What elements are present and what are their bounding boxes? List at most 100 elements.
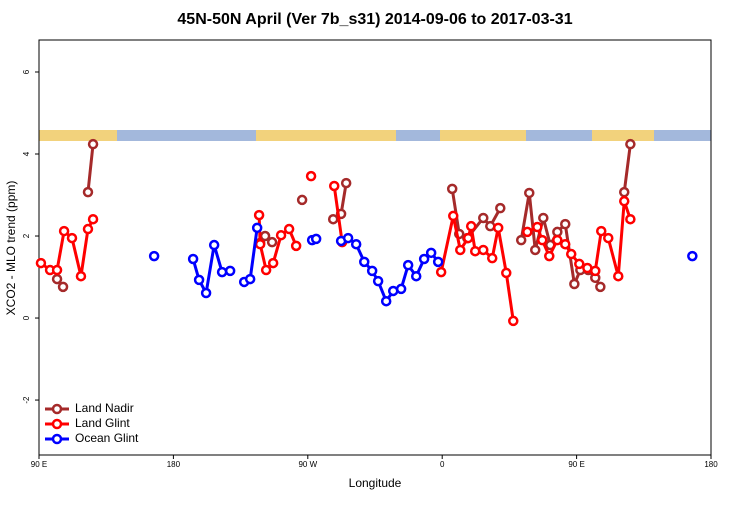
point <box>66 232 78 244</box>
point <box>560 238 571 250</box>
point <box>290 240 302 252</box>
legend-marker <box>51 403 63 415</box>
x-tick-label: 180 <box>704 460 718 469</box>
point <box>448 210 459 222</box>
point <box>358 256 370 268</box>
point <box>51 273 63 285</box>
point <box>625 213 636 225</box>
point <box>82 223 94 235</box>
plot-frame <box>38 39 712 456</box>
point <box>82 186 94 198</box>
point <box>350 238 362 250</box>
point <box>193 274 205 286</box>
point <box>560 218 571 230</box>
series-line <box>40 185 632 322</box>
point <box>75 270 87 282</box>
point <box>327 213 339 225</box>
x-tick-label: 90 E <box>31 460 47 469</box>
point <box>455 244 466 256</box>
y-tick-label: 0 <box>22 315 31 320</box>
point <box>462 232 474 244</box>
point <box>552 226 563 238</box>
point <box>532 221 543 233</box>
point <box>372 275 384 287</box>
point <box>380 295 392 307</box>
point <box>618 195 630 207</box>
point <box>187 253 199 265</box>
point <box>435 266 447 278</box>
point <box>259 230 271 242</box>
point <box>524 187 535 199</box>
point <box>200 287 212 299</box>
point <box>216 266 228 278</box>
point <box>492 222 504 234</box>
point <box>595 281 606 293</box>
legend-label: Land Nadir <box>75 401 134 415</box>
point <box>244 273 256 285</box>
y-tick-label: 4 <box>22 151 31 156</box>
x-axis-label: Longitude <box>349 476 402 490</box>
map-strip <box>39 130 711 141</box>
y-axis-label: XCO2 - MLO trend (ppm) <box>4 181 18 316</box>
point <box>260 264 272 276</box>
point <box>486 252 498 264</box>
point <box>148 250 160 262</box>
point <box>478 244 489 256</box>
point <box>515 234 527 246</box>
x-tick-label: 180 <box>167 460 181 469</box>
point <box>342 232 354 244</box>
point <box>565 248 577 260</box>
legend-label: Ocean Glint <box>75 431 139 445</box>
point <box>395 283 407 295</box>
point <box>522 226 533 238</box>
point <box>552 234 563 246</box>
legend-marker <box>51 433 63 445</box>
point <box>267 257 279 269</box>
legend-marker <box>51 418 63 430</box>
point <box>595 225 607 237</box>
point <box>603 232 614 244</box>
point <box>366 265 378 277</box>
point <box>305 170 317 182</box>
point <box>208 239 220 251</box>
point <box>224 265 236 277</box>
point <box>328 180 340 192</box>
point <box>253 209 265 221</box>
point <box>501 267 512 279</box>
point <box>310 233 322 245</box>
point <box>254 238 266 250</box>
point <box>251 222 263 234</box>
point <box>296 194 308 206</box>
point <box>508 315 519 327</box>
point <box>418 253 430 265</box>
point <box>340 177 352 189</box>
point <box>574 258 585 270</box>
point <box>495 202 506 214</box>
point <box>446 183 458 195</box>
point <box>266 236 278 248</box>
point <box>87 138 99 150</box>
point <box>465 220 477 232</box>
x-tick-label: 0 <box>440 460 445 469</box>
point <box>87 213 99 225</box>
point <box>283 223 295 235</box>
point <box>538 212 549 224</box>
y-tick-label: 6 <box>22 69 31 74</box>
point <box>425 247 437 259</box>
x-tick-label: 90 E <box>568 460 584 469</box>
point <box>625 138 636 150</box>
x-tick-label: 90 W <box>298 460 317 469</box>
y-tick-label: -2 <box>22 396 31 404</box>
point <box>569 278 580 290</box>
chart-title: 45N-50N April (Ver 7b_s31) 2014-09-06 to… <box>177 11 572 28</box>
legend-label: Land Glint <box>75 416 130 430</box>
point <box>402 259 414 271</box>
point <box>469 245 481 257</box>
point <box>590 265 601 277</box>
point <box>35 257 47 269</box>
point <box>529 244 541 256</box>
point <box>544 250 555 262</box>
point <box>51 264 63 276</box>
point <box>613 270 624 282</box>
